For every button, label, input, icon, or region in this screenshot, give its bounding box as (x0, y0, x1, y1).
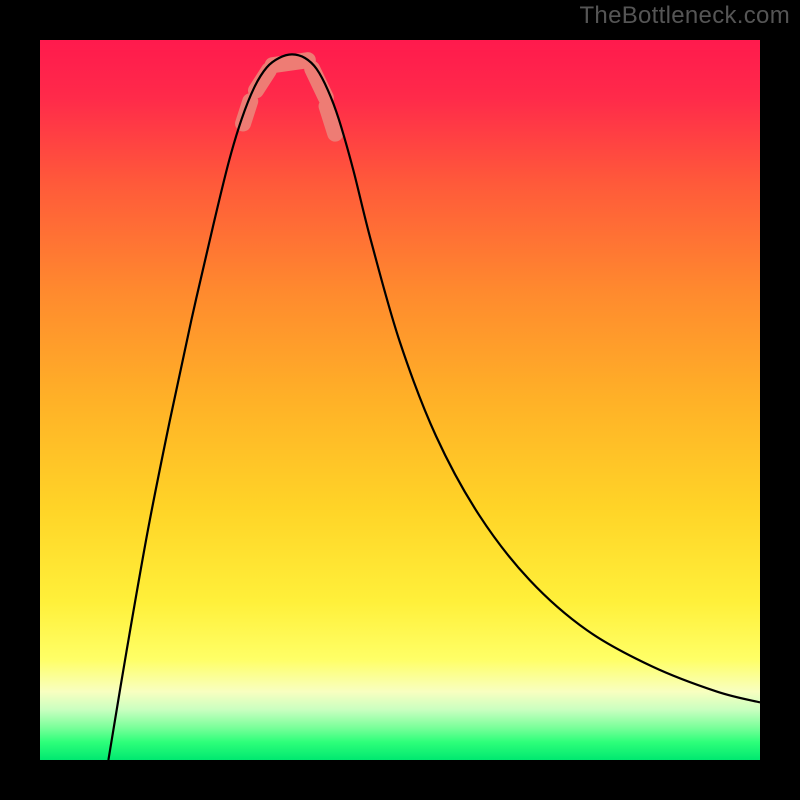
plot-background (40, 40, 760, 760)
watermark-text: TheBottleneck.com (579, 2, 790, 30)
valley-dot-2 (273, 60, 308, 65)
valley-dot-4 (327, 106, 336, 133)
bottleneck-chart (0, 0, 800, 800)
